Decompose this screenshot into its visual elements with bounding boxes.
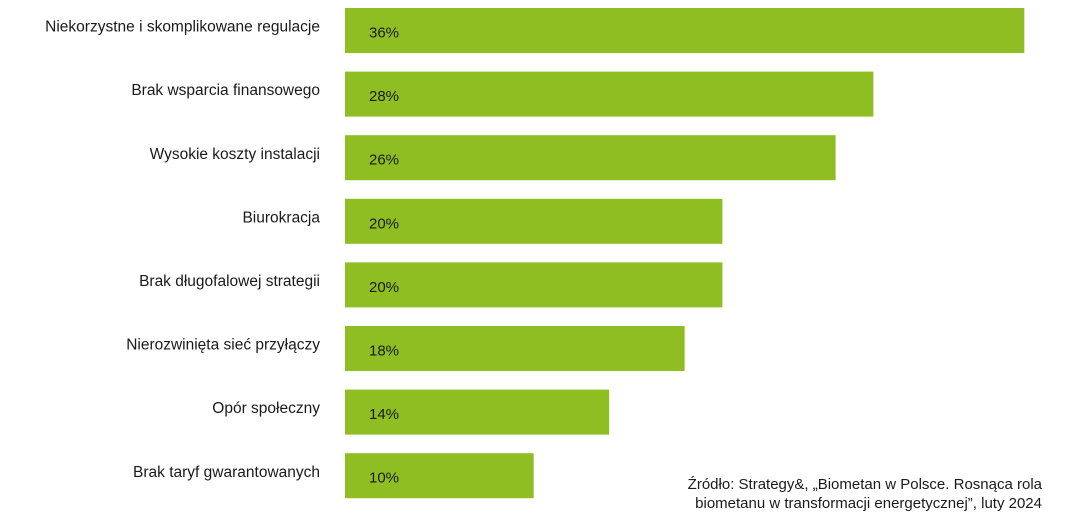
- bar-3: [345, 135, 836, 181]
- source-note: Źródło: Strategy&, „Biometan w Polsce. R…: [687, 476, 1042, 512]
- category-label-4: Biurokracja: [242, 209, 320, 226]
- bar-1: [345, 8, 1025, 53]
- category-label-6: Nierozwinięta sieć przyłączy: [126, 337, 320, 354]
- category-label-1: Niekorzystne i skomplikowane regulacje: [45, 19, 320, 36]
- value-label-7: 14%: [369, 406, 399, 423]
- bar-5: [345, 262, 723, 308]
- value-label-2: 28%: [369, 88, 399, 105]
- category-label-8: Brak taryf gwarantowanych: [133, 464, 320, 481]
- bar-2: [345, 71, 874, 117]
- category-label-5: Brak długofalowej strategii: [139, 273, 320, 290]
- value-label-1: 36%: [369, 24, 399, 41]
- bar-4: [345, 198, 723, 244]
- category-label-7: Opór społeczny: [212, 400, 320, 417]
- category-label-3: Wysokie koszty instalacji: [150, 146, 320, 163]
- bar-6: [345, 326, 685, 371]
- value-label-4: 20%: [369, 215, 399, 232]
- bar-7: [345, 389, 610, 435]
- value-label-3: 26%: [369, 152, 399, 169]
- bar-8: [345, 453, 534, 499]
- value-label-6: 18%: [369, 342, 399, 359]
- category-label-2: Brak wsparcia finansowego: [131, 82, 320, 99]
- value-label-8: 10%: [369, 470, 399, 487]
- value-label-5: 20%: [369, 279, 399, 296]
